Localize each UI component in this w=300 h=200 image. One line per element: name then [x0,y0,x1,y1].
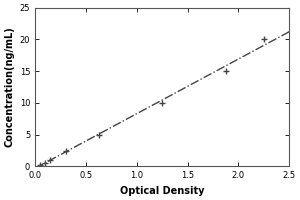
X-axis label: Optical Density: Optical Density [120,186,204,196]
Y-axis label: Concentration(ng/mL): Concentration(ng/mL) [4,27,14,147]
